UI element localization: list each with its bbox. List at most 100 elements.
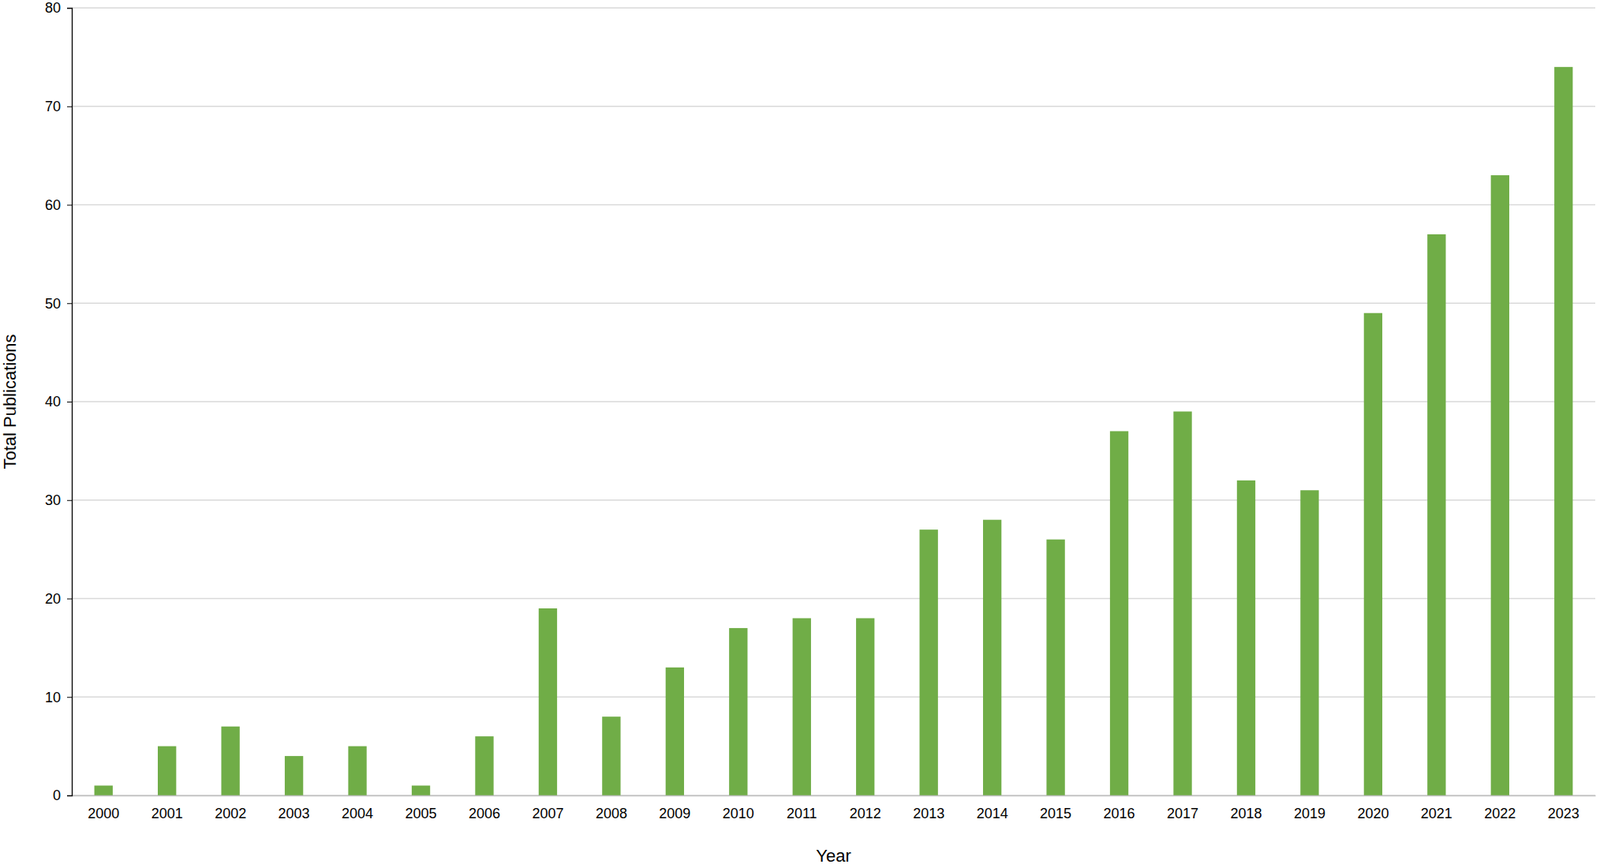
- x-tick: 2003: [278, 795, 311, 822]
- bar: [284, 755, 303, 796]
- x-tick: 2020: [1357, 795, 1389, 822]
- x-tick-label: 2011: [786, 805, 818, 822]
- x-tick-label: 2003: [278, 805, 311, 822]
- x-tick-label: 2008: [595, 805, 628, 822]
- y-tick: 80: [44, 0, 72, 16]
- y-tick-mark: [67, 500, 72, 501]
- x-tick-label: 2018: [1229, 805, 1262, 822]
- grid-line: [71, 302, 1596, 304]
- y-tick-label: 70: [44, 98, 61, 115]
- x-tick-label: 2022: [1484, 805, 1516, 822]
- x-tick-label: 2005: [404, 805, 437, 822]
- x-tick: 2002: [214, 795, 247, 822]
- x-tick: 2015: [1039, 795, 1072, 822]
- x-tick: 2018: [1229, 795, 1262, 822]
- y-tick-mark: [67, 795, 72, 797]
- bar: [856, 617, 875, 796]
- y-axis: 0 10 20 30 40 50 60 70 80: [44, 0, 73, 804]
- x-axis-line: [72, 795, 1597, 797]
- x-tick-label: 2013: [912, 805, 945, 822]
- x-tick: 2022: [1484, 795, 1516, 822]
- x-tick: 2016: [1103, 795, 1136, 822]
- y-axis-title: Total Publications: [0, 333, 20, 469]
- x-axis: 2000 2001 2002 2003 2004 2005 2006 2007 2008 2009…: [72, 795, 1597, 822]
- x-tick-label: 2017: [1166, 805, 1199, 822]
- y-tick-mark: [67, 7, 72, 9]
- x-tick-label: 2015: [1039, 805, 1072, 822]
- y-tick-label: 20: [44, 590, 61, 607]
- bar: [1046, 539, 1065, 796]
- bar: [919, 529, 939, 796]
- bar: [665, 667, 685, 796]
- bar: [792, 617, 812, 796]
- bar: [1554, 67, 1573, 796]
- bar: [1237, 480, 1256, 796]
- bars: [94, 67, 1574, 796]
- x-tick: 2023: [1547, 795, 1580, 822]
- y-tick-label: 10: [44, 689, 61, 706]
- x-tick: 2019: [1293, 795, 1326, 822]
- y-tick-mark: [67, 598, 72, 600]
- bar: [157, 746, 176, 796]
- x-tick: 2021: [1420, 795, 1453, 822]
- x-tick: 2006: [468, 795, 501, 822]
- x-tick-label: 2000: [87, 805, 120, 822]
- x-tick-label: 2014: [976, 805, 1009, 822]
- x-tick-label: 2016: [1103, 805, 1136, 822]
- y-axis-line: [67, 8, 73, 797]
- bar: [1173, 411, 1192, 796]
- y-tick: 40: [44, 393, 72, 410]
- bar: [220, 726, 240, 796]
- bar: [411, 785, 430, 796]
- x-tick: 2004: [341, 795, 374, 822]
- x-tick-label: 2012: [849, 805, 882, 822]
- grid-line: [71, 105, 1596, 107]
- y-tick-label: 30: [44, 492, 61, 509]
- x-tick: 2013: [912, 795, 945, 822]
- x-tick-label: 2009: [658, 805, 691, 822]
- x-tick: 2012: [849, 795, 882, 822]
- y-tick-label: 40: [44, 393, 61, 410]
- bar: [601, 716, 621, 796]
- grid: [71, 7, 1596, 796]
- y-tick-mark: [67, 696, 72, 698]
- x-tick: 2001: [151, 795, 184, 822]
- bar: [347, 746, 367, 796]
- bar: [983, 519, 1002, 796]
- y-tick: 10: [44, 689, 72, 706]
- bar: [474, 736, 494, 796]
- y-tick-label: 60: [44, 197, 61, 214]
- bar: [1364, 313, 1383, 796]
- x-tick: 2009: [658, 795, 691, 822]
- y-tick-mark: [67, 302, 72, 304]
- x-axis-title: Year: [815, 845, 851, 866]
- x-tick: 2010: [722, 795, 755, 822]
- x-tick: 2008: [595, 795, 628, 822]
- y-tick-mark: [67, 401, 72, 403]
- bar: [538, 608, 558, 796]
- y-tick-label: 80: [44, 0, 61, 16]
- x-tick-label: 2020: [1357, 805, 1389, 822]
- x-tick: 2014: [976, 795, 1009, 822]
- y-tick: 70: [44, 98, 72, 115]
- x-tick-label: 2004: [341, 805, 374, 822]
- x-tick: 2007: [531, 795, 564, 822]
- grid-line: [71, 204, 1596, 206]
- y-tick: 50: [44, 295, 72, 312]
- bar: [1300, 489, 1319, 796]
- y-tick: 30: [44, 492, 72, 509]
- bar: [1110, 430, 1129, 796]
- y-tick: 0: [52, 787, 72, 804]
- x-tick: 2000: [87, 795, 120, 822]
- bar: [728, 628, 748, 796]
- x-tick-label: 2007: [531, 805, 564, 822]
- x-tick-label: 2021: [1420, 805, 1453, 822]
- bar: [1427, 234, 1446, 796]
- x-tick-label: 2006: [468, 805, 501, 822]
- plot: 2000 2001 2002 2003 2004 2005 2006 2007 2008 2009…: [44, 0, 1597, 822]
- grid-line: [71, 7, 1596, 8]
- x-tick-label: 2010: [722, 805, 755, 822]
- x-tick: 2005: [404, 795, 437, 822]
- x-tick: 2011: [786, 795, 818, 822]
- bar: [94, 785, 113, 796]
